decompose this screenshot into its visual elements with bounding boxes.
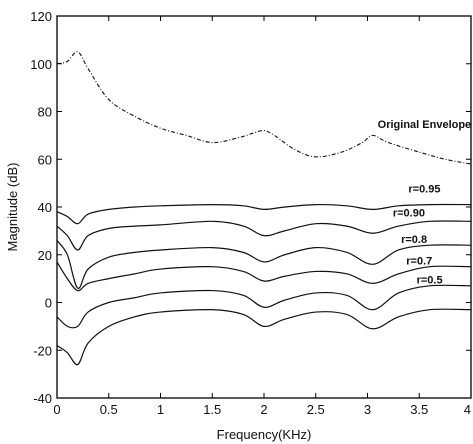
x-tick-label: 0.5 (100, 402, 118, 417)
x-tick-label: 1 (157, 402, 164, 417)
series-line-r-0-90 (56, 220, 472, 251)
y-axis-label: Magnitude (dB) (5, 163, 20, 252)
y-tick-label: 40 (38, 200, 52, 215)
y-tick-label: 120 (30, 9, 52, 24)
annotation-label: Original Envelope (378, 119, 472, 131)
x-tick-label: 2.5 (307, 402, 325, 417)
x-tick-label: 4 (464, 402, 471, 417)
tick-layer: 0 0.5 1 1.5 2 2.5 3 3.5 4 -40 -20 0 20 40 60 80 100 120 (30, 9, 472, 417)
annotation-label: r=0.7 (406, 255, 432, 267)
y-tick-label: -40 (33, 391, 52, 406)
series-line-r-0-5 (56, 284, 472, 329)
y-tick-label: 0 (45, 296, 52, 311)
series-layer (56, 51, 472, 366)
series-line-r-0-95 (56, 203, 472, 225)
annotation-label: r=0.5 (417, 274, 443, 286)
y-tick-label: 20 (38, 248, 52, 263)
series-line-unlabeled-6 (56, 308, 472, 366)
annotation-label: r=0.90 (393, 208, 425, 220)
x-tick-label: 2 (260, 402, 267, 417)
annotation-label: r=0.95 (408, 184, 440, 196)
x-tick-label: 3.5 (410, 402, 428, 417)
y-tick-label: 80 (38, 105, 52, 120)
annotation-label: r=0.8 (401, 234, 427, 246)
x-axis-label: Frequency(KHz) (217, 427, 312, 442)
series-line-r-0-7 (56, 261, 472, 292)
y-tick-label: 100 (30, 57, 52, 72)
annotation-layer: Original Envelope r=0.95 r=0.90 r=0.8 r=0.7 r… (378, 119, 472, 286)
series-line-r-0-8 (56, 240, 472, 289)
series-line-original-envelope (56, 51, 472, 165)
y-tick-label: 60 (38, 152, 52, 167)
x-tick-label: 1.5 (203, 402, 221, 417)
x-tick-label: 0 (53, 402, 60, 417)
x-tick-label: 3 (364, 402, 371, 417)
y-tick-label: -20 (33, 343, 52, 358)
